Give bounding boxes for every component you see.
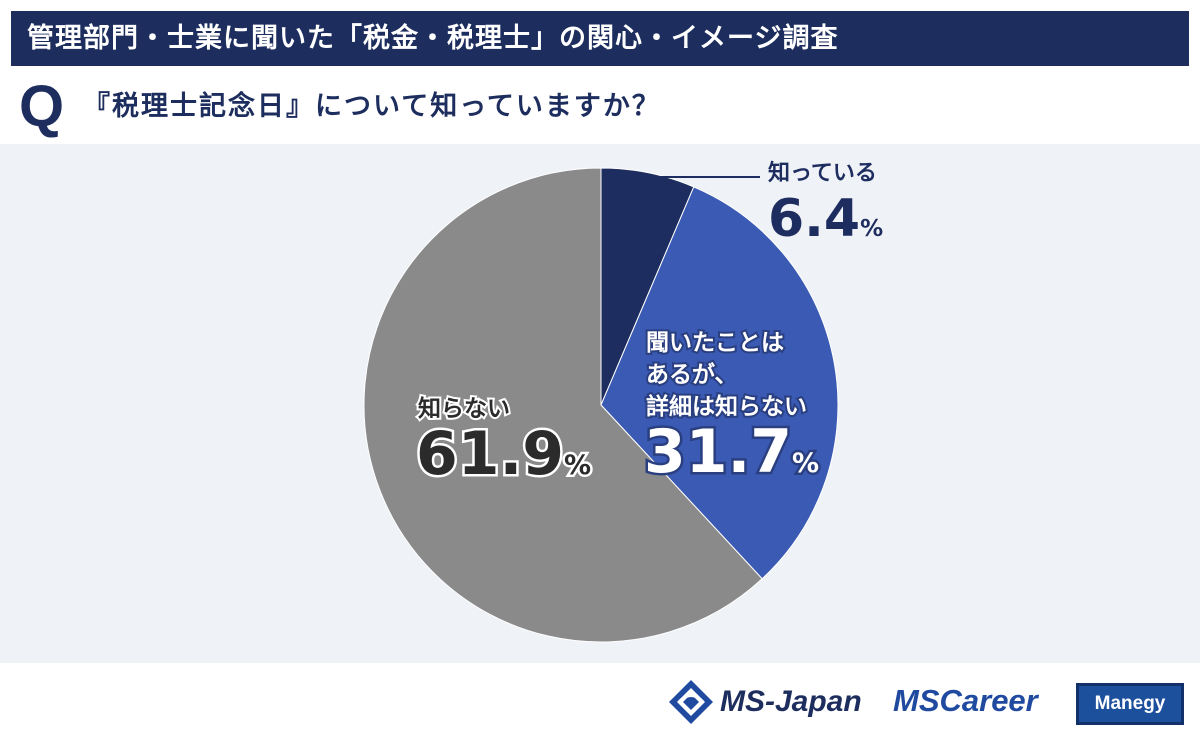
value-heard-not-detail: 31.7% <box>644 417 819 487</box>
ms-career-logo: MSCareer <box>893 683 1038 718</box>
manegy-logo: Manegy <box>1076 683 1184 725</box>
value-known: 6.4% <box>768 189 883 249</box>
label-unknown: 知らない <box>418 395 510 422</box>
chart-area: 知っている 6.4% 聞いたことは あるが、詳細は知らない 31.7% 知らない 61.9% <box>0 144 1200 663</box>
ms-japan-logo: MS-Japan <box>668 679 862 725</box>
footer: MS-Japan MSCareer Manegy <box>0 663 1200 742</box>
pie-slice-heard-not-detail <box>600 186 839 580</box>
question-mark: Q <box>19 74 65 139</box>
ms-japan-emblem-icon <box>669 680 713 724</box>
label-heard-not-detail-line-3: 詳細は知らない <box>646 393 807 420</box>
banner-title: 管理部門・士業に聞いた「税金・税理士」の関心・イメージ調査 <box>11 11 1189 66</box>
question-text: 『税理士記念日』について知っていますか？ <box>83 91 661 122</box>
pie-slice-unknown <box>363 167 763 643</box>
question-row: Q 『税理士記念日』について知っていますか？ <box>11 72 1189 142</box>
ms-japan-logo-text: MS-Japan <box>720 685 862 718</box>
value-unknown: 61.9% <box>416 419 591 489</box>
label-heard-not-detail-line-1: 聞いたことは <box>646 330 784 356</box>
label-heard-not-detail-line-2: あるが、 <box>646 361 738 388</box>
leader-line-known <box>644 176 760 190</box>
label-known: 知っている <box>768 160 877 186</box>
